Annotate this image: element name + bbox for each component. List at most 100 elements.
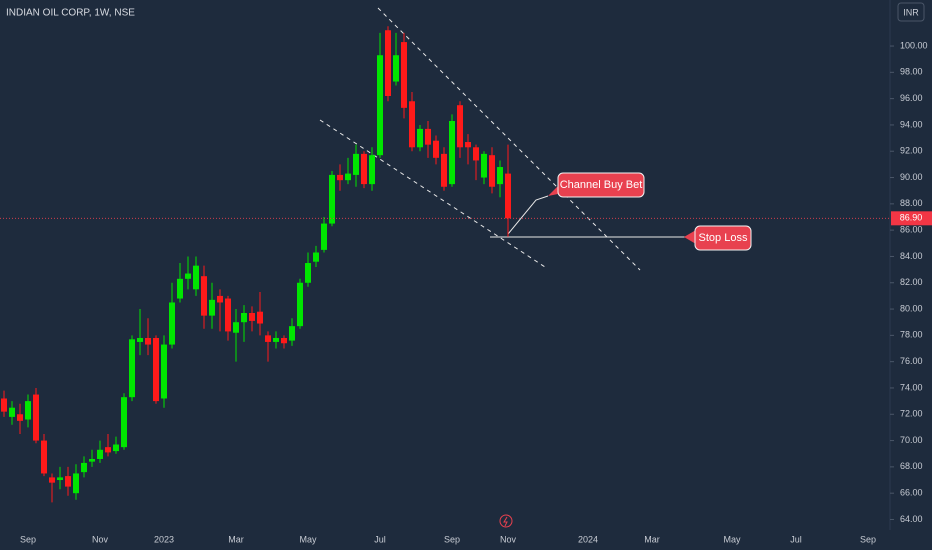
y-tick-label: 68.00 [900, 461, 923, 471]
candle-body [329, 174, 335, 224]
candle-body [409, 101, 415, 148]
x-tick-label: Mar [228, 534, 244, 544]
candle-body [177, 278, 183, 299]
candle-body [313, 252, 319, 262]
candle-body [489, 155, 495, 187]
price-label: 86.90 [900, 213, 923, 223]
y-tick-label: 74.00 [900, 382, 923, 392]
candle-body [377, 55, 383, 156]
candle-body [393, 55, 399, 82]
x-tick-label: 2023 [154, 534, 174, 544]
candles [1, 26, 511, 503]
candle-body [273, 337, 279, 342]
x-tick-label: Sep [860, 534, 876, 544]
x-tick-label: Nov [92, 534, 109, 544]
y-tick-label: 94.00 [900, 119, 923, 129]
callout-box [557, 172, 645, 198]
y-tick-label: 96.00 [900, 93, 923, 103]
candle-body [97, 449, 103, 459]
candle-body [401, 42, 407, 108]
y-tick-label: 82.00 [900, 277, 923, 287]
candle-body [121, 397, 127, 448]
x-tick-label: Sep [444, 534, 460, 544]
currency-box [897, 2, 925, 22]
candle-body [361, 153, 367, 185]
candle-body [161, 344, 167, 399]
candle-body [457, 105, 463, 148]
callout-tip [548, 186, 558, 196]
stop-text: Stop Loss [699, 232, 748, 244]
candle-body [465, 142, 471, 148]
candle-body [417, 128, 423, 148]
candle-body [185, 273, 191, 279]
flash-circle [499, 514, 513, 528]
x-tick-label: May [299, 534, 317, 544]
x-tick-label: Jul [790, 534, 802, 544]
candle-body [249, 313, 255, 321]
candle-body [225, 298, 231, 332]
candle-body [321, 223, 327, 250]
candle-body [345, 173, 351, 181]
chart-title: INDIAN OIL CORP, 1W, NSE [6, 8, 135, 19]
y-tick-label: 88.00 [900, 198, 923, 208]
y-tick-label: 84.00 [900, 251, 923, 261]
candle-body [369, 155, 375, 185]
channel-lines [319, 7, 641, 271]
candle-body [337, 174, 343, 181]
candle-body [137, 337, 143, 342]
stop-callout: Stop Loss [490, 225, 752, 251]
candle-body [193, 265, 199, 290]
candle-body [353, 153, 359, 175]
candle-body [41, 440, 47, 474]
candle-body [9, 407, 15, 417]
candle-body [289, 326, 295, 341]
y-tick-label: 90.00 [900, 172, 923, 182]
candle-body [233, 322, 239, 333]
candle-body [129, 339, 135, 398]
stop-box [694, 225, 752, 251]
candle-body [241, 313, 247, 323]
y-tick-label: 78.00 [900, 330, 923, 340]
candle-body [265, 335, 271, 342]
candle-body [145, 337, 151, 345]
candle-body [209, 299, 215, 316]
candle-body [297, 282, 303, 327]
y-tick-label: 86.00 [900, 225, 923, 235]
y-tick-label: 72.00 [900, 409, 923, 419]
price-label-box [891, 211, 932, 226]
x-tick-label: May [723, 534, 741, 544]
x-tick-label: Jul [374, 534, 386, 544]
candle-body [73, 473, 79, 494]
flash-icon [499, 514, 513, 528]
candle-body [473, 147, 479, 161]
candle-body [385, 30, 391, 97]
candle-body [25, 401, 31, 420]
x-tick-label: Mar [644, 534, 660, 544]
y-tick-label: 92.00 [900, 146, 923, 156]
candle-body [57, 477, 63, 481]
flash-bolt [503, 516, 508, 527]
y-tick-label: 100.00 [900, 40, 928, 50]
x-tick-label: Nov [500, 534, 517, 544]
y-tick-label: 70.00 [900, 435, 923, 445]
candle-body [1, 398, 7, 412]
candle-body [105, 447, 111, 453]
candle-body [217, 295, 223, 303]
candle-body [257, 311, 263, 324]
candle-body [49, 477, 55, 483]
candle-body [441, 153, 447, 187]
currency: INR [903, 7, 919, 17]
candle-body [113, 444, 119, 452]
candle-body [281, 337, 287, 344]
candle-body [505, 173, 511, 219]
y-tick-label: 80.00 [900, 303, 923, 313]
x-tick-label: Sep [20, 534, 36, 544]
candle-body [497, 167, 503, 185]
stop-tip [684, 230, 696, 244]
candle-body [433, 140, 439, 158]
candle-body [169, 302, 175, 345]
candle-body [481, 153, 487, 178]
